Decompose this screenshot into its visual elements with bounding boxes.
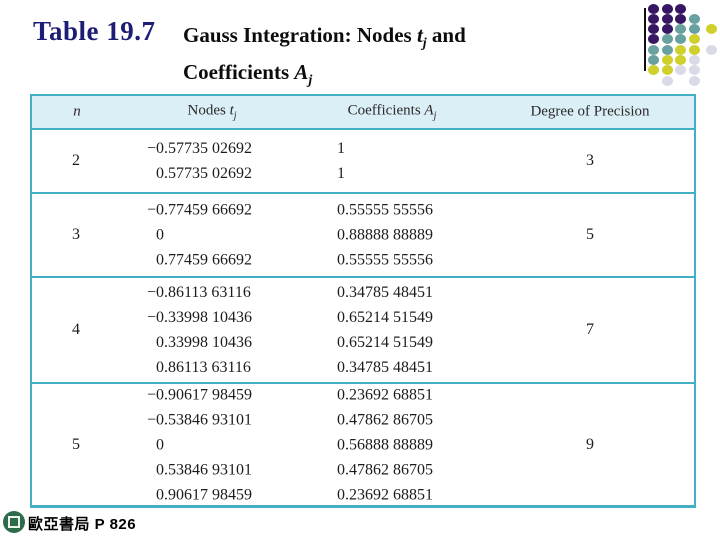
column-header: Degree of Precision [530, 103, 650, 120]
n-value: 2 [72, 152, 80, 169]
node-value: −0.77459 66692 [156, 251, 253, 269]
coefficient-value: 1 [337, 165, 345, 182]
decor-dot [675, 34, 686, 44]
coefficient-value: 0.55555 55556 [337, 201, 433, 219]
decor-dot [661, 65, 673, 75]
node-value: −0.33998 10436 [147, 309, 253, 326]
decor-dot [648, 34, 659, 44]
decor-dot [661, 4, 673, 14]
coefficient-value: 0.55555 55556 [337, 251, 433, 269]
slide-title: Gauss Integration: Nodes tj and Coeffici… [183, 21, 466, 95]
decor-dot [661, 55, 673, 65]
node-value: −0.57735 02692 [147, 140, 253, 157]
title-line-2: Coefficients Aj [183, 60, 313, 89]
node-value: −0.86113 63116 [147, 284, 251, 301]
table-number-label: Table 19.7 [33, 16, 156, 46]
decor-dot [688, 24, 700, 34]
coefficient-value: 0.34785 48451 [337, 359, 433, 376]
decor-dot [688, 14, 700, 24]
coefficient-value: 0.65214 51549 [337, 309, 433, 326]
n-value: 4 [72, 321, 80, 338]
nodes-column: −0.86113 63116 −0.33998 10436 −0.33998 104… [147, 280, 252, 380]
dots-decoration [640, 0, 720, 95]
n-value: 5 [72, 435, 80, 453]
coefficient-value: 0.65214 51549 [337, 334, 433, 351]
table-group-n-3: 3 −0.77459 66692 −0 −0.77459 66692 0.55555 5… [32, 194, 694, 278]
degree-value: 5 [586, 226, 594, 243]
column-header: n [73, 103, 81, 120]
decor-dot [688, 76, 700, 86]
title-line-1: Gauss Integration: Nodes tj and [183, 23, 466, 52]
decor-dot [688, 34, 700, 44]
decor-dot [688, 55, 700, 65]
table-body: 2−0.57735 02692−0.57735 026921133−0.7745… [32, 130, 694, 505]
n-value: 3 [72, 226, 80, 243]
column-header: Nodes tj [187, 102, 237, 122]
decor-dot [675, 65, 686, 75]
coefficient-value: 0.56888 88889 [337, 436, 433, 453]
node-value: −0.57735 02692 [156, 165, 253, 182]
gauss-table: n Nodes tj Coefficients Aj Degree of Precis… [30, 94, 696, 508]
decor-dot [648, 55, 659, 65]
decor-dot [675, 55, 686, 65]
decor-dot [706, 24, 717, 34]
node-value: −0 [156, 436, 165, 453]
node-value: −0.86113 63116 [156, 359, 251, 376]
decor-dot [648, 65, 659, 75]
decor-dot [688, 45, 700, 55]
decor-dot [648, 14, 659, 24]
publisher-page-label: 歐亞書局 P 826 [28, 516, 137, 533]
decor-dot [675, 14, 686, 24]
coefficients-column: 0.23692 68851 0.47862 86705 0.56888 88889 0… [337, 382, 433, 507]
decor-dot [688, 65, 700, 75]
decor-vertical-line [644, 8, 646, 71]
nodes-column: −0.90617 98459 −0.53846 93101 −0 −0.53846 9… [147, 382, 252, 507]
node-value: −0.77459 66692 [147, 201, 253, 219]
degree-value: 7 [586, 321, 594, 338]
coefficients-column: 0.34785 48451 0.65214 51549 0.65214 51549 0… [337, 280, 433, 380]
decor-dot [648, 45, 659, 55]
node-value: −0.53846 93101 [147, 411, 253, 428]
decor-dot [661, 45, 673, 55]
nodes-column: −0.77459 66692 −0 −0.77459 66692 [147, 198, 252, 273]
coefficient-value: 0.88888 88889 [337, 226, 433, 244]
table-header-row: n Nodes tj Coefficients Aj Degree of Precis… [32, 96, 694, 130]
publisher-logo-icon [3, 511, 25, 533]
node-value: −0 [156, 226, 165, 244]
coefficient-value: 0.23692 68851 [337, 386, 433, 403]
coefficient-value: 0.47862 86705 [337, 461, 433, 478]
coefficient-value: 0.23692 68851 [337, 486, 433, 503]
coefficient-value: 1 [337, 140, 345, 157]
coefficients-column: 0.55555 55556 0.88888 88889 0.55555 55556 [337, 198, 433, 273]
table-group-n-5: 5 −0.90617 98459 −0.53846 93101 −0 −0.53846 … [32, 384, 694, 505]
degree-value: 3 [586, 152, 594, 169]
decor-dot [648, 24, 659, 34]
node-value: −0.90617 98459 [147, 386, 253, 403]
coefficient-value: 0.34785 48451 [337, 284, 433, 301]
degree-value: 9 [586, 435, 594, 453]
coefficient-value: 0.47862 86705 [337, 411, 433, 428]
decor-dot [648, 4, 659, 14]
decor-dot [661, 34, 673, 44]
decor-dot [661, 14, 673, 24]
node-value: −0.90617 98459 [156, 486, 253, 503]
decor-dot [675, 24, 686, 34]
table-group-n-4: 4 −0.86113 63116 −0.33998 10436 −0.33998 10… [32, 278, 694, 384]
decor-dot [675, 4, 686, 14]
decor-dot [706, 45, 717, 55]
nodes-column: −0.57735 02692 −0.57735 02692 [147, 136, 252, 186]
decor-dot [661, 76, 673, 86]
decor-dot [661, 24, 673, 34]
node-value: −0.33998 10436 [156, 334, 253, 351]
node-value: −0.53846 93101 [156, 461, 253, 478]
column-header: Coefficients Aj [347, 102, 437, 122]
decor-dot [675, 45, 686, 55]
